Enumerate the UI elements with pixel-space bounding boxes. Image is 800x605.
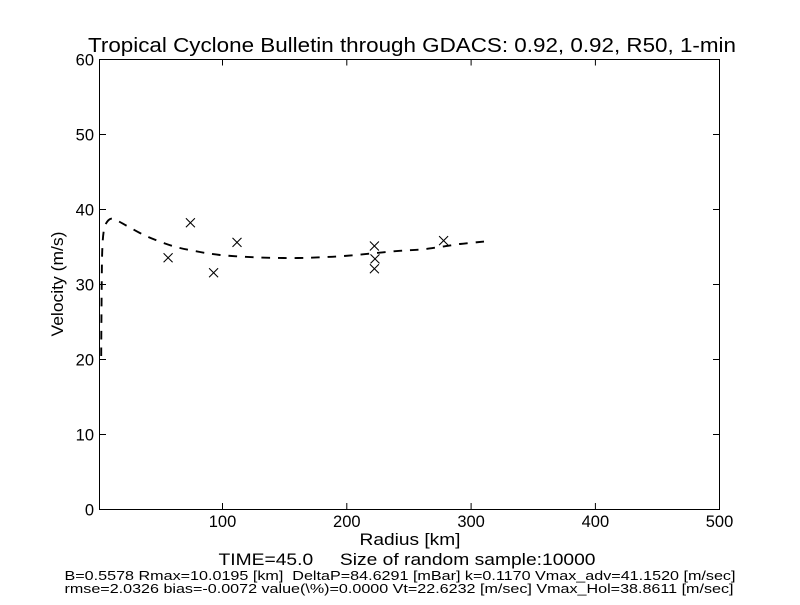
svg-text:Velocity (m/s): Velocity (m/s) bbox=[49, 232, 67, 337]
svg-text:400: 400 bbox=[582, 513, 610, 531]
svg-text:300: 300 bbox=[457, 513, 485, 531]
svg-text:Radius [km]: Radius [km] bbox=[360, 531, 461, 549]
svg-text:10: 10 bbox=[76, 427, 94, 445]
svg-text:30: 30 bbox=[76, 277, 94, 295]
svg-text:60: 60 bbox=[76, 52, 94, 70]
svg-text:100: 100 bbox=[209, 513, 237, 531]
svg-text:20: 20 bbox=[76, 352, 94, 370]
svg-text:B=0.5578 Rmax=10.0195 [km] De: B=0.5578 Rmax=10.0195 [km] DeltaP=84.629… bbox=[65, 568, 736, 583]
svg-text:500: 500 bbox=[706, 513, 734, 531]
svg-text:40: 40 bbox=[76, 202, 94, 220]
svg-text:0: 0 bbox=[85, 502, 94, 520]
svg-text:50: 50 bbox=[76, 127, 94, 145]
svg-text:Tropical Cyclone Bulletin thro: Tropical Cyclone Bulletin through GDACS:… bbox=[88, 35, 736, 57]
svg-text:200: 200 bbox=[333, 513, 361, 531]
svg-text:rmse=2.0326 bias=-0.0072 value: rmse=2.0326 bias=-0.0072 value(\%)=0.000… bbox=[65, 581, 734, 596]
svg-text:TIME=45.0 Size of random s: TIME=45.0 Size of random sample:10000 bbox=[219, 551, 596, 569]
